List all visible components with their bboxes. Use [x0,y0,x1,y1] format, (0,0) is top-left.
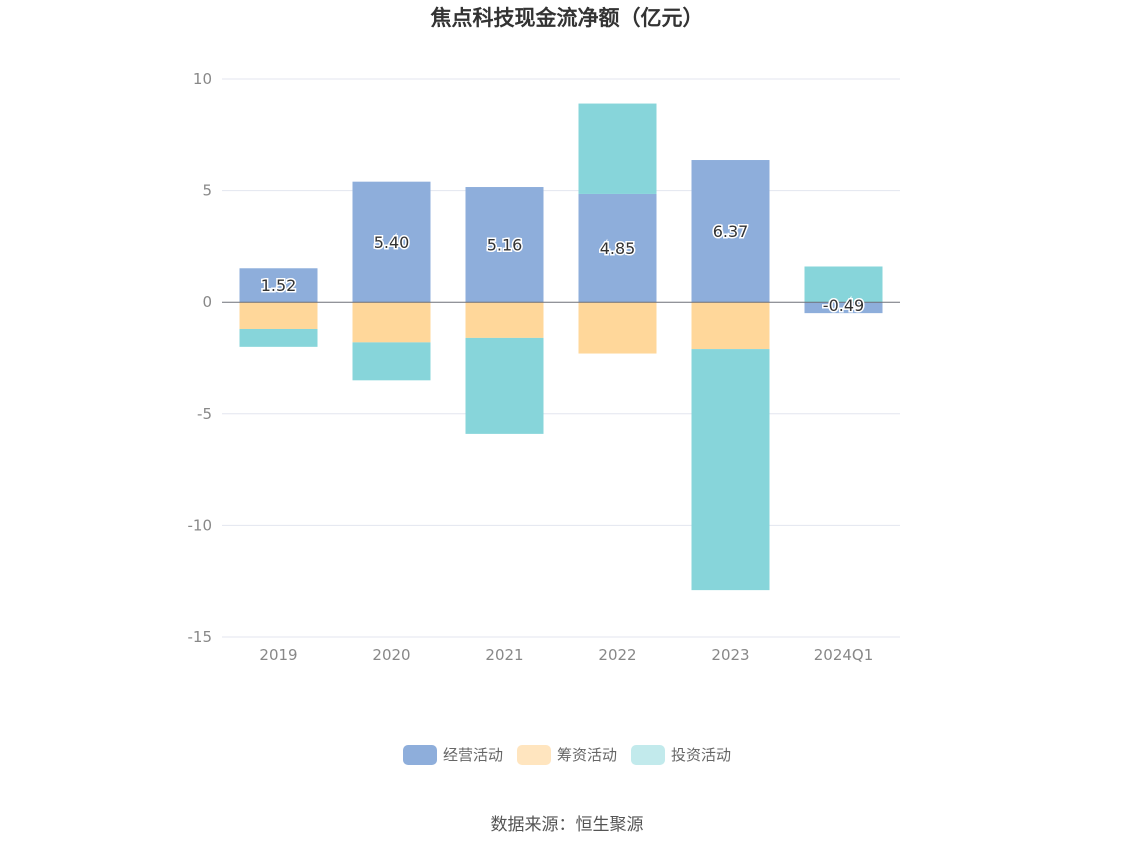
x-tick-label-4: 2023 [711,646,749,664]
data-label-3: 4.85 [600,239,636,258]
data-label-5: -0.49 [823,296,864,315]
bars [239,103,883,591]
grid-lines [222,78,900,638]
legend-label-investing: 投资活动 [671,746,732,764]
y-tick-label-3: -5 [197,405,212,423]
data-label-1: 5.40 [374,233,410,252]
bar-2022-series-1 [578,302,657,354]
y-tick-label-5: -15 [188,628,213,646]
bar-2023-series-0 [691,160,770,303]
bar-2023-series-2 [691,349,770,591]
x-tick-label-0: 2019 [259,646,297,664]
data-labels: 1.52 5.40 5.16 4.85 6.37 -0.49 [259,221,866,317]
y-tick-label-2: 0 [202,293,212,311]
bar-2021-series-1 [465,302,544,338]
bar-2020-series-1 [352,302,431,343]
x-tick-label-1: 2020 [372,646,410,664]
bar-2021-series-0 [465,187,544,303]
bar-2021-series-2 [465,337,544,434]
bar-2024Q1-series-0 [804,302,883,314]
legend-item-financing[interactable]: 筹资活动 [516,744,617,765]
legend-item-investing[interactable]: 投资活动 [631,744,731,765]
x-tick-label-2: 2021 [485,646,523,664]
y-tick-label-0: 10 [193,70,212,88]
x-tick-label-5: 2024Q1 [814,646,874,664]
data-label-4: 6.37 [713,222,749,241]
data-source: 数据来源：恒生聚源 [490,815,644,835]
legend: 经营活动 筹资活动 投资活动 [0,744,1134,765]
bar-2022-series-2 [578,103,657,194]
x-tick-label-3: 2022 [598,646,636,664]
legend-swatch-financing [516,744,551,765]
axes: 10 5 0 -5 -10 -15 2019 2020 2021 2022 2023 2024Q1 [188,70,900,664]
y-tick-label-4: -10 [188,516,213,534]
legend-label-operating: 经营活动 [442,746,503,764]
bar-2020-series-2 [352,342,431,381]
bar-2023-series-1 [691,302,770,350]
data-label-2: 5.16 [487,236,523,255]
data-label-0: 1.52 [261,276,297,295]
legend-item-operating[interactable]: 经营活动 [402,744,503,765]
legend-swatch-investing [631,744,665,765]
bar-2020-series-0 [352,181,431,303]
bar-2022-series-0 [578,193,657,303]
legend-label-financing: 筹资活动 [556,746,617,764]
chart-title: 焦点科技现金流净额（亿元） [430,6,704,30]
bar-2019-series-0 [239,268,318,303]
bar-2024Q1-series-2 [804,266,883,303]
legend-swatch-operating [402,744,437,765]
y-tick-label-1: 5 [202,182,212,200]
bar-2019-series-1 [239,302,318,329]
bar-2019-series-2 [239,328,318,347]
